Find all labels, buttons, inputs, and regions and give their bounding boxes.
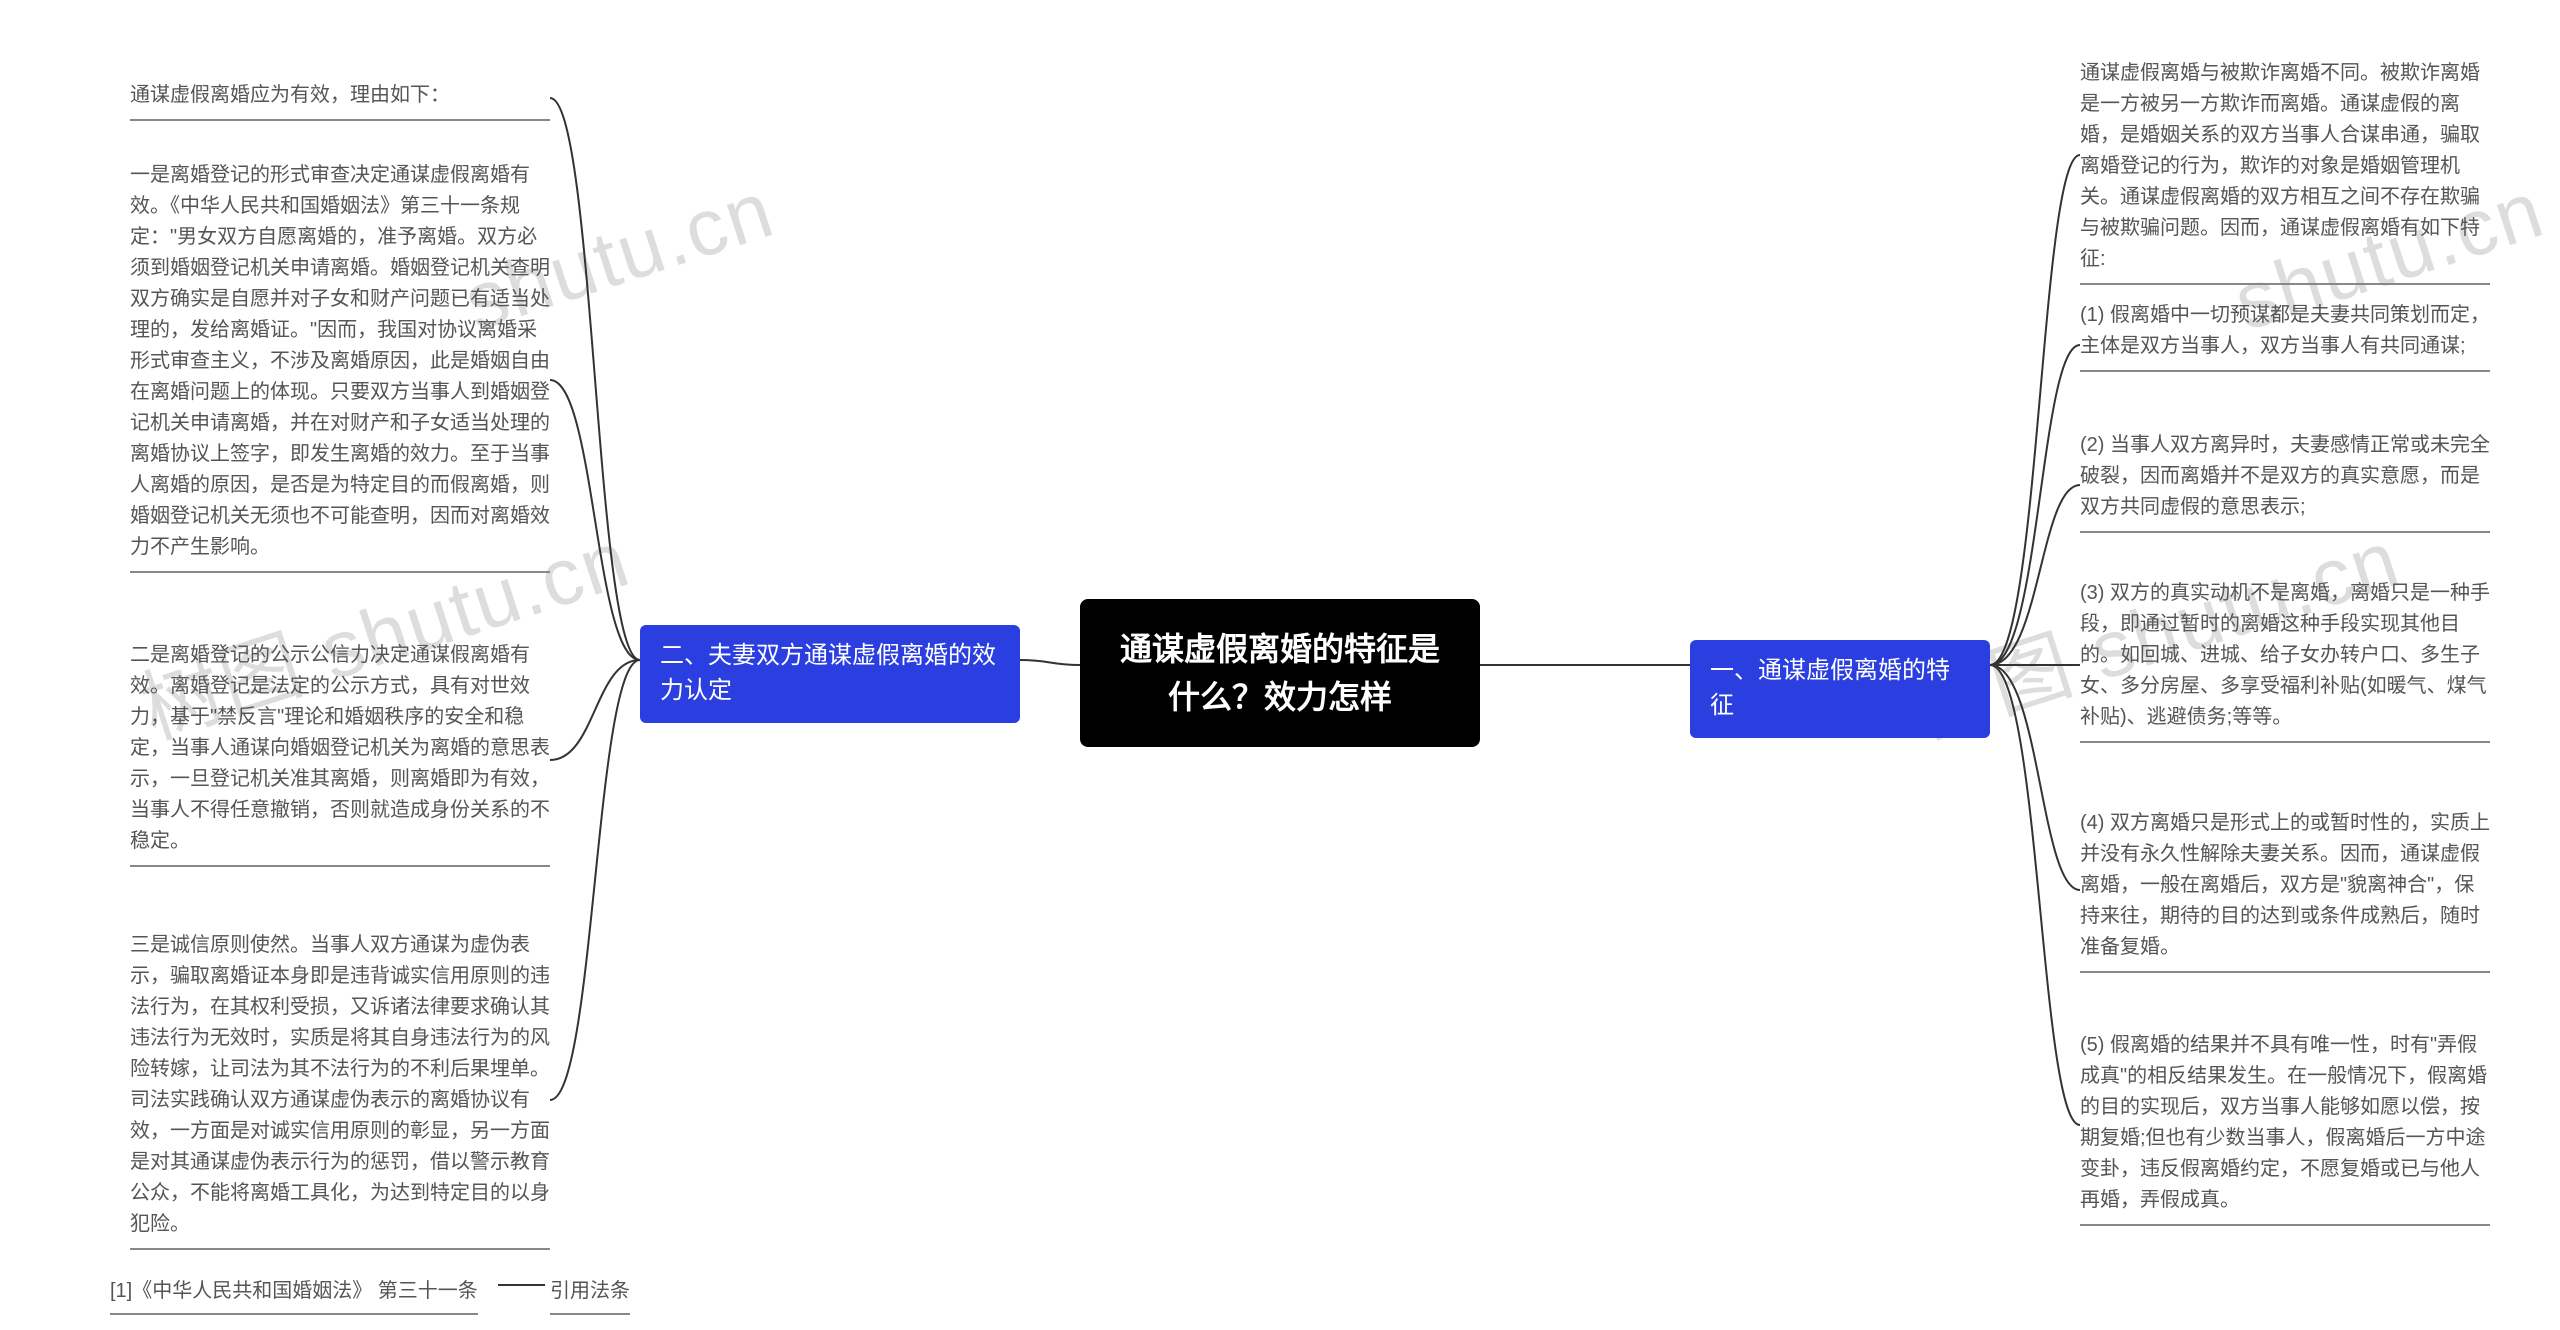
leaf-node[interactable]: 通谋虚假离婚与被欺诈离婚不同。被欺诈离婚是一方被另一方欺诈而离婚。通谋虚假的离婚… [2080,58,2490,285]
leaf-node[interactable]: 二是离婚登记的公示公信力决定通谋假离婚有效。离婚登记是法定的公示方式，具有对世效… [130,640,550,867]
branch-characteristics[interactable]: 一、通谋虚假离婚的特征 [1690,640,1990,738]
leaf-node[interactable]: (4) 双方离婚只是形式上的或暂时性的，实质上并没有永久性解除夫妻关系。因而，通… [2080,808,2490,973]
branch-validity[interactable]: 二、夫妻双方通谋虚假离婚的效力认定 [640,625,1020,723]
leaf-node[interactable]: (2) 当事人双方离异时，夫妻感情正常或未完全破裂，因而离婚并不是双方的真实意愿… [2080,430,2490,533]
leaf-node[interactable]: 三是诚信原则使然。当事人双方通谋为虚伪表示，骗取离婚证本身即是违背诚实信用原则的… [130,930,550,1250]
leaf-node[interactable]: (3) 双方的真实动机不是离婚，离婚只是一种手段，即通过暂时的离婚这种手段实现其… [2080,578,2490,743]
citation-label[interactable]: 引用法条 [550,1276,630,1315]
leaf-node[interactable]: (1) 假离婚中一切预谋都是夫妻共同策划而定，主体是双方当事人，双方当事人有共同… [2080,300,2490,372]
mindmap-canvas: 树图 shutu.cn shutu.cn 树图 shutu.cn shutu.c… [0,0,2560,1330]
leaf-node[interactable]: 通谋虚假离婚应为有效，理由如下： [130,80,550,121]
root-node[interactable]: 通谋虚假离婚的特征是什么？效力怎样 [1080,599,1480,747]
leaf-node[interactable]: 一是离婚登记的形式审查决定通谋虚假离婚有效。《中华人民共和国婚姻法》第三十一条规… [130,160,550,573]
leaf-node[interactable]: (5) 假离婚的结果并不具有唯一性，时有"弄假成真"的相反结果发生。在一般情况下… [2080,1030,2490,1226]
citation-source[interactable]: [1]《中华人民共和国婚姻法》 第三十一条 [110,1276,478,1315]
